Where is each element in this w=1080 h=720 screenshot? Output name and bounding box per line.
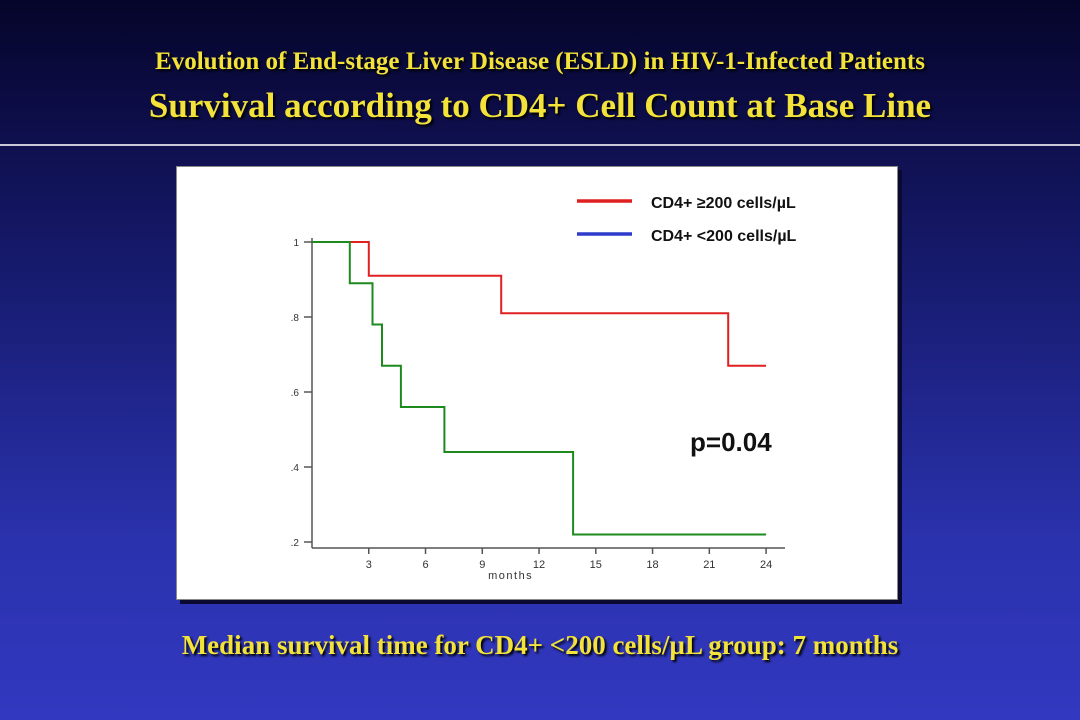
chart-curves — [312, 241, 767, 536]
legend-label: CD4+ ≥200 cells/µL — [651, 195, 796, 212]
median-survival-note: Median survival time for CD4+ <200 cells… — [181, 630, 899, 660]
x-tick-label: 9 — [479, 559, 485, 571]
x-tick-label: 15 — [590, 559, 602, 571]
survival-chart: .2 .4 .6 .8 1 3 6 9 12 15 18 21 24 months CD4+ ≥200 c… — [291, 195, 797, 582]
legend-label: CD4+ <200 cells/µL — [651, 228, 797, 245]
x-tick-label: 3 — [366, 559, 372, 571]
x-tick-label: 21 — [703, 559, 715, 571]
p-value-annotation: p=0.04 — [690, 427, 772, 457]
chart-panel: .2 .4 .6 .8 1 3 6 9 12 15 18 21 24 months CD4+ ≥200 c… — [176, 166, 898, 600]
title-divider — [0, 144, 1080, 146]
x-axis-label: months — [488, 570, 533, 582]
slide-title: Evolution of End-stage Liver Disease (ES… — [155, 48, 925, 75]
chart-legend: CD4+ ≥200 cells/µL CD4+ <200 cells/µL — [577, 195, 797, 245]
x-tick-label: 24 — [760, 559, 772, 571]
y-tick-label: 1 — [293, 238, 299, 249]
slide-subtitle: Survival according to CD4+ Cell Count at… — [148, 86, 932, 125]
chart-axes: .2 .4 .6 .8 1 3 6 9 12 15 18 21 24 months — [291, 238, 785, 582]
x-tick-label: 12 — [533, 559, 545, 571]
slide-header: Evolution of End-stage Liver Disease (ES… — [0, 0, 1080, 146]
y-tick-label: .2 — [291, 538, 300, 549]
x-tick-label: 18 — [646, 559, 658, 571]
y-tick-label: .8 — [291, 313, 300, 324]
y-tick-label: .6 — [291, 388, 300, 399]
x-tick-label: 6 — [422, 559, 428, 571]
survival-curve-cd4-low — [312, 241, 767, 536]
survival-curve-cd4-high — [312, 241, 767, 367]
y-tick-label: .4 — [291, 463, 300, 474]
